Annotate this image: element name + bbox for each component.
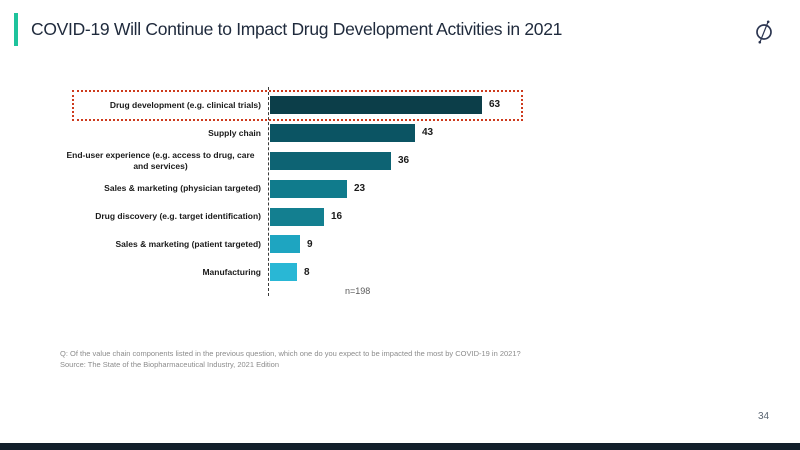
category-label: Supply chain — [208, 127, 261, 138]
value-label: 8 — [304, 266, 310, 278]
category-label: Drug discovery (e.g. target identificati… — [95, 211, 261, 222]
value-label: 43 — [422, 127, 434, 139]
value-label: 23 — [354, 183, 366, 195]
category-label: Sales & marketing (patient targeted) — [115, 239, 261, 250]
chart-row: Drug development (e.g. clinical trials) … — [60, 91, 540, 119]
chart-row: Drug discovery (e.g. target identificati… — [60, 203, 540, 231]
bar-chart: Drug development (e.g. clinical trials) … — [60, 86, 540, 301]
category-label: End-user experience (e.g. access to drug… — [66, 150, 255, 171]
page-number: 34 — [758, 411, 770, 422]
footer-strip — [0, 443, 800, 450]
bar — [270, 151, 391, 170]
value-label: 36 — [398, 155, 410, 167]
sample-size-label: n=198 — [345, 286, 371, 296]
page-title: COVID-19 Will Continue to Impact Drug De… — [31, 19, 563, 39]
category-label: Drug development (e.g. clinical trials) — [109, 99, 261, 110]
chart-row: Sales & marketing (patient targeted) 9 — [60, 230, 540, 258]
chart-row: Supply chain 43 — [60, 119, 540, 147]
chart-rows: Drug development (e.g. clinical trials) … — [60, 86, 540, 286]
bar — [270, 95, 482, 114]
bar — [270, 123, 415, 142]
bar — [270, 263, 297, 282]
chart-row: Sales & marketing (physician targeted) 2… — [60, 175, 540, 203]
bar — [270, 179, 347, 198]
bar — [270, 207, 324, 226]
chart-baseline-axis — [268, 87, 269, 296]
bar — [270, 235, 300, 254]
value-label: 63 — [489, 99, 501, 111]
footnote-question: Q: Of the value chain components listed … — [60, 349, 521, 358]
footnote-source: Source: The State of the Biopharmaceutic… — [60, 360, 280, 369]
footnotes: Q: Of the value chain components listed … — [60, 348, 521, 370]
title-accent-bar — [14, 13, 18, 46]
globaldata-logo-icon — [752, 19, 776, 45]
value-label: 16 — [331, 211, 343, 222]
category-label: Sales & marketing (physician targeted) — [104, 183, 261, 194]
chart-row: End-user experience (e.g. access to drug… — [60, 147, 540, 175]
category-label: Manufacturing — [202, 266, 261, 277]
chart-row: Manufacturing 8 — [60, 258, 540, 286]
value-label: 9 — [307, 238, 313, 250]
